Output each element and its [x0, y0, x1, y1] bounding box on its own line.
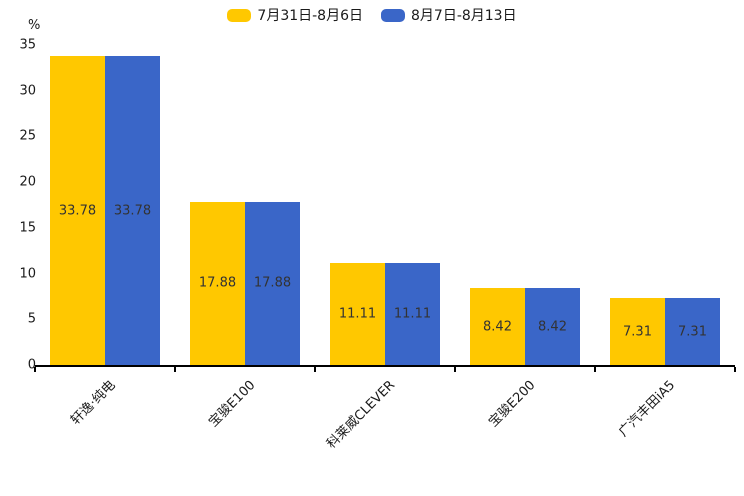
x-axis-tick-mark [314, 367, 316, 372]
y-axis-tick-label: 35 [19, 37, 36, 53]
x-axis-category-label: 宝骏E100 [206, 377, 259, 431]
x-axis-tick-mark [174, 367, 176, 372]
y-axis-tick-label: 5 [27, 311, 36, 327]
legend-label-week1: 7月31日-8月6日 [257, 8, 363, 24]
x-axis-category-label: 轩逸·纯电 [68, 377, 119, 429]
y-axis-tick-label: 15 [19, 220, 36, 236]
legend-item-week1: 7月31日-8月6日 [227, 5, 363, 25]
bar-week2 [105, 56, 160, 365]
bar-week1 [190, 201, 245, 365]
legend-item-week2: 8月7日-8月13日 [381, 5, 517, 25]
bar-value-label: 33.78 [113, 203, 152, 219]
bar-value-label: 33.78 [58, 203, 97, 219]
x-axis-line [35, 365, 735, 367]
bar-week1 [330, 263, 385, 365]
legend: 7月31日-8月6日 8月7日-8月13日 [0, 5, 744, 25]
x-axis-tick-mark [734, 367, 736, 372]
legend-swatch-yellow [227, 8, 252, 22]
y-axis-tick-label: 25 [19, 128, 36, 144]
y-axis-tick-label: 0 [27, 357, 36, 373]
legend-label-week2: 8月7日-8月13日 [411, 8, 517, 24]
bar-week2 [385, 263, 440, 365]
bar-week1 [470, 288, 525, 365]
bar-week2 [245, 201, 300, 365]
x-axis-category-label: 宝骏E200 [486, 377, 539, 431]
bar-value-label: 7.31 [623, 324, 652, 340]
bar-value-label: 11.11 [393, 306, 432, 322]
x-axis-tick-mark [594, 367, 596, 372]
bar-week1 [50, 56, 105, 365]
bar-week1 [610, 298, 665, 365]
legend-swatch-blue [381, 8, 405, 22]
bar-value-label: 7.31 [678, 324, 707, 340]
x-axis-tick-mark [34, 367, 36, 372]
bar-week2 [665, 298, 720, 365]
bar-value-label: 17.88 [253, 275, 292, 291]
x-axis-category-label: 广汽丰田iA5 [616, 377, 679, 440]
x-axis-category-label: 科莱威CLEVER [324, 377, 399, 452]
bar-week2 [525, 288, 580, 365]
bar-value-label: 17.88 [198, 275, 237, 291]
bar-value-label: 8.42 [483, 319, 512, 334]
y-axis-tick-label: 20 [19, 174, 36, 190]
y-axis-tick-label: 10 [19, 266, 36, 282]
y-axis-unit-label: % [28, 18, 41, 33]
bar-value-label: 11.11 [338, 306, 377, 322]
bar-value-label: 8.42 [538, 319, 567, 334]
x-axis-tick-mark [454, 367, 456, 372]
y-axis-tick-label: 30 [19, 83, 36, 99]
